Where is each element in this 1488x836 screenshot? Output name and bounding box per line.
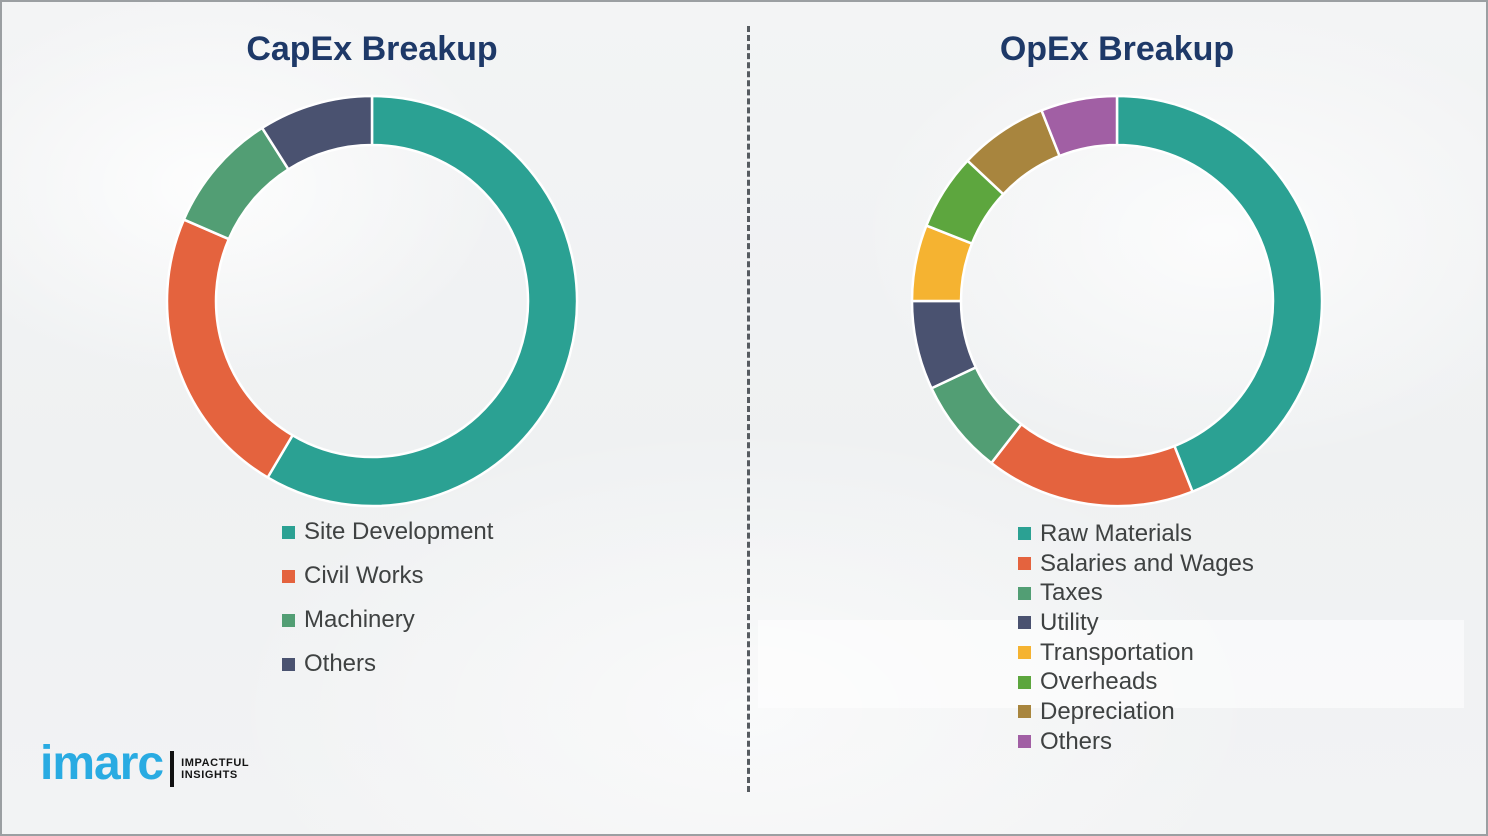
donut-segment-salaries-and-wages xyxy=(990,423,1194,508)
legend-swatch-raw-materials xyxy=(1018,527,1031,541)
legend-swatch-civil-works xyxy=(282,569,295,583)
legend-item-depreciation: Depreciation xyxy=(1018,697,1254,727)
donut-segment-civil-works xyxy=(165,218,294,479)
imarc-logo-tagline: IMPACTFUL INSIGHTS xyxy=(181,757,249,782)
legend-item-salaries-and-wages: Salaries and Wages xyxy=(1018,549,1254,579)
legend-item-transportation: Transportation xyxy=(1018,638,1254,668)
legend-label-site-development: Site Development xyxy=(304,518,494,545)
capex-donut-chart xyxy=(165,94,579,508)
legend-swatch-machinery xyxy=(282,613,295,627)
legend-swatch-taxes xyxy=(1018,586,1031,600)
tagline-line-2: INSIGHTS xyxy=(181,769,238,781)
opex-legend: Raw Materials Salaries and Wages Taxes Util… xyxy=(1018,519,1254,757)
legend-label-salaries-and-wages: Salaries and Wages xyxy=(1040,549,1254,577)
panel-divider-dashed-line xyxy=(747,26,750,792)
capex-title: CapEx Breakup xyxy=(246,30,498,68)
legend-label-raw-materials: Raw Materials xyxy=(1040,519,1193,547)
legend-label-depreciation: Depreciation xyxy=(1040,697,1175,725)
legend-label-utility: Utility xyxy=(1040,608,1099,636)
legend-item-others: Others xyxy=(1018,727,1254,757)
legend-label-others: Others xyxy=(304,650,377,677)
logo-divider-bar xyxy=(170,751,175,787)
legend-swatch-transportation xyxy=(1018,646,1031,660)
legend-item-site-development: Site Development xyxy=(282,510,493,554)
legend-item-civil-works: Civil Works xyxy=(282,554,493,598)
donut-segment-others xyxy=(260,94,374,171)
legend-swatch-depreciation xyxy=(1018,705,1031,719)
legend-label-overheads: Overheads xyxy=(1040,668,1158,696)
opex-title: OpEx Breakup xyxy=(999,30,1235,68)
legend-swatch-overheads xyxy=(1018,675,1031,689)
legend-item-others: Others xyxy=(282,642,493,686)
capex-donut-svg xyxy=(165,94,579,508)
opex-donut-svg xyxy=(910,94,1324,508)
legend-item-utility: Utility xyxy=(1018,608,1254,638)
legend-swatch-others xyxy=(1018,735,1031,749)
legend-label-others: Others xyxy=(1040,727,1113,755)
legend-swatch-site-development xyxy=(282,525,295,539)
legend-item-overheads: Overheads xyxy=(1018,667,1254,697)
legend-swatch-others xyxy=(282,657,295,671)
donut-segment-site-development xyxy=(266,94,579,508)
imarc-logo-wordmark: imarc xyxy=(40,737,164,790)
legend-item-raw-materials: Raw Materials xyxy=(1018,519,1254,549)
background-texture xyxy=(758,620,1464,708)
tagline-line-1: IMPACTFUL xyxy=(181,756,250,769)
legend-label-machinery: Machinery xyxy=(304,606,415,633)
legend-item-taxes: Taxes xyxy=(1018,578,1254,608)
donut-segment-raw-materials xyxy=(1115,94,1324,493)
donut-segment-others xyxy=(1040,94,1119,158)
legend-item-machinery: Machinery xyxy=(282,598,493,642)
capex-legend: Site Development Civil Works Machinery Othe… xyxy=(282,510,493,686)
legend-swatch-utility xyxy=(1018,616,1031,630)
opex-donut-chart xyxy=(910,94,1324,508)
legend-swatch-salaries-and-wages xyxy=(1018,557,1031,571)
legend-label-civil-works: Civil Works xyxy=(304,562,424,589)
legend-label-transportation: Transportation xyxy=(1040,638,1194,666)
imarc-logo: imarc IMPACTFUL INSIGHTS xyxy=(40,735,249,793)
legend-label-taxes: Taxes xyxy=(1040,579,1103,607)
